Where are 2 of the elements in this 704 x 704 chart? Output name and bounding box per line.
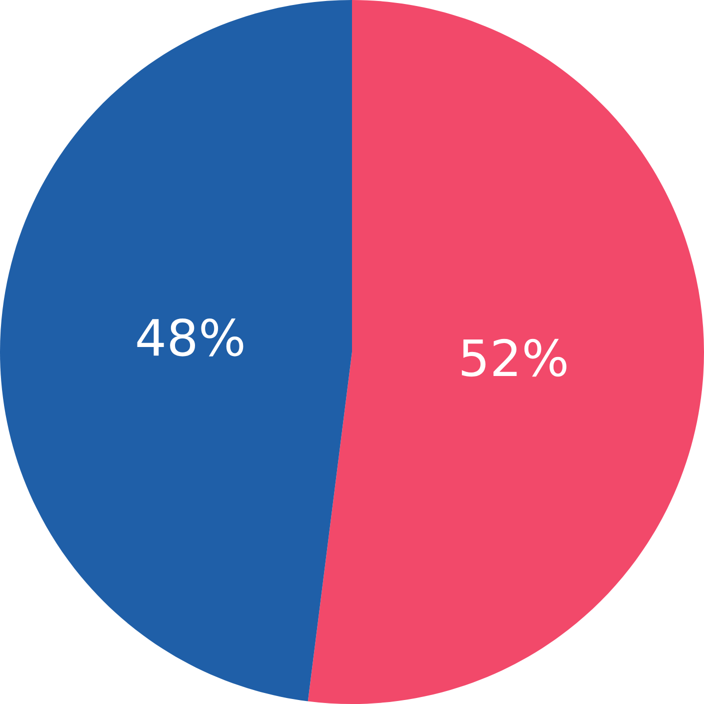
data-label: 48% xyxy=(137,318,244,356)
data-label: 52% xyxy=(462,338,566,377)
